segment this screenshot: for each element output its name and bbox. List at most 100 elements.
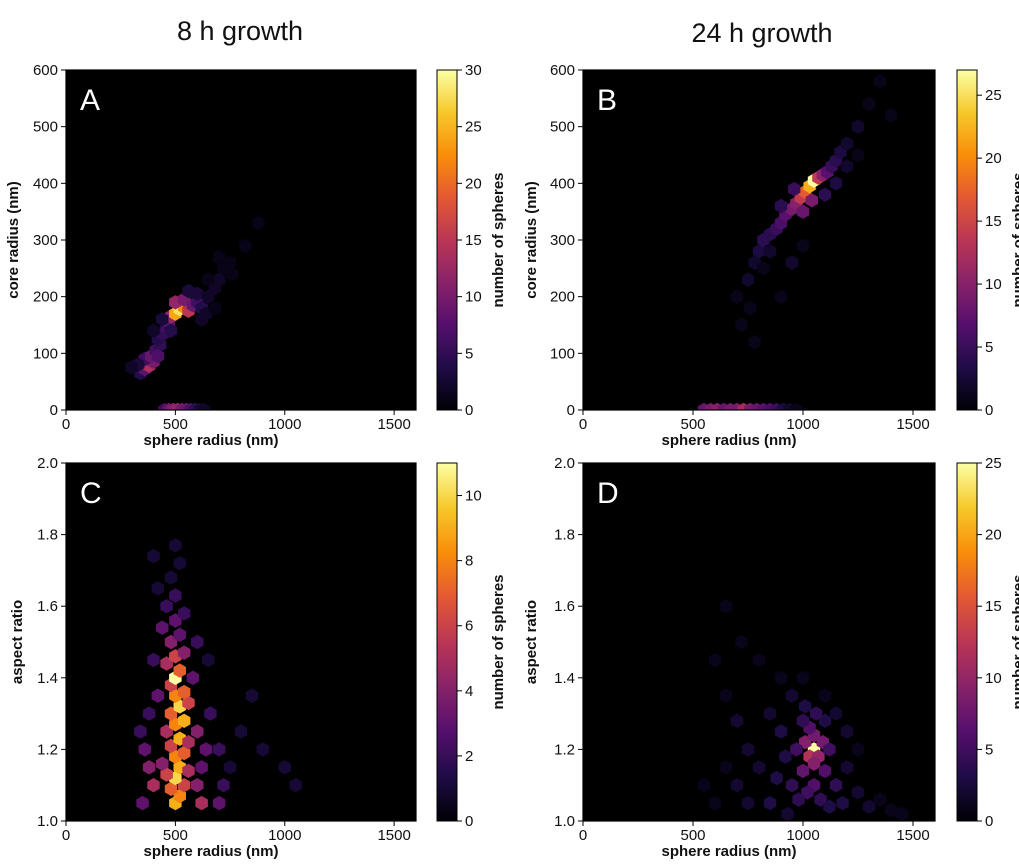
hex-cell — [191, 778, 204, 793]
colorbar-tick-label: 0 — [985, 813, 993, 830]
y-tick-label: 1.0 — [554, 813, 575, 830]
colorbar-tick-label: 0 — [465, 813, 473, 830]
y-tick-label: 200 — [33, 289, 58, 306]
hex-cell — [156, 312, 169, 327]
hex-cell — [197, 402, 210, 410]
y-tick-label: 1.6 — [37, 598, 58, 615]
y-tick-label: 1.2 — [554, 741, 575, 758]
colorbar-label: number of spheres — [490, 172, 507, 307]
hex-cell — [763, 795, 777, 811]
hex-cell — [697, 778, 711, 793]
y-tick-label: 2.0 — [554, 455, 575, 472]
x-tick-label: 500 — [680, 827, 705, 844]
y-tick-label: 1.8 — [554, 527, 575, 544]
colorbar-tick-label: 25 — [985, 87, 1002, 104]
column-title-8h: 8 h growth — [177, 16, 303, 46]
hex-cell — [796, 670, 810, 685]
hex-cell — [836, 795, 849, 811]
hex-cells — [134, 538, 302, 811]
x-tick-label: 1000 — [268, 416, 301, 433]
hex-cell — [770, 770, 783, 786]
panel-d: 0 500 1000 1500 1.0 1.2 1.4 1.6 1.8 2.0 sphere rad… — [523, 455, 1019, 860]
y-tick-label: 200 — [550, 289, 575, 306]
hex-cell — [138, 742, 151, 757]
hex-cell — [840, 159, 854, 174]
hex-cell — [719, 760, 733, 775]
x-tick-label: 1500 — [377, 827, 410, 844]
hex-cell — [792, 792, 805, 807]
colorbar-tick-label: 10 — [465, 289, 482, 306]
hex-cell — [199, 742, 213, 757]
y-tick-label: 1.2 — [37, 741, 58, 758]
hex-cell — [741, 795, 755, 811]
colorbar-tick-label: 8 — [465, 553, 473, 570]
colorbar-tick-label: 5 — [465, 345, 473, 362]
x-tick-label: 0 — [62, 827, 70, 844]
hex-cell — [217, 778, 230, 793]
hex-cell — [151, 349, 165, 364]
hex-cell — [823, 799, 836, 814]
x-axis-label: sphere radius (nm) — [661, 432, 796, 449]
hex-cell — [752, 244, 766, 259]
axis-frame — [582, 462, 936, 822]
hex-cell — [810, 706, 823, 721]
colorbar-tick-label: 25 — [465, 119, 482, 136]
hex-cell — [142, 760, 156, 775]
y-tick-label: 300 — [550, 232, 575, 249]
hex-cell — [223, 760, 237, 775]
hex-cell — [829, 706, 843, 721]
panel-letter: D — [597, 477, 619, 510]
colorbar — [436, 462, 458, 822]
y-axis-label: core radius (nm) — [5, 181, 22, 299]
x-tick-label: 1500 — [377, 416, 410, 433]
colorbar-tick-label: 5 — [985, 741, 993, 758]
colorbar-tick-label: 20 — [985, 527, 1002, 544]
hex-cell — [125, 360, 138, 375]
hex-cell — [774, 724, 788, 739]
hex-cell — [719, 688, 733, 703]
hex-cell — [840, 136, 854, 151]
colorbar-label: number of spheres — [490, 574, 507, 709]
hex-cell — [884, 803, 898, 818]
plot-area — [66, 463, 416, 821]
hex-cell — [741, 272, 755, 287]
hex-cell — [173, 627, 186, 642]
hex-cell — [208, 300, 221, 316]
hex-cell — [757, 261, 770, 276]
hex-cell — [851, 785, 865, 800]
hex-cell — [169, 538, 182, 553]
colorbar-tick-label: 15 — [985, 213, 1002, 230]
x-axis-label: sphere radius (nm) — [661, 843, 796, 860]
hex-cell — [234, 724, 248, 739]
hex-cell — [252, 215, 265, 231]
hex-cell — [136, 795, 149, 811]
panel-letter: C — [80, 477, 102, 510]
hex-cell — [790, 742, 803, 757]
hex-cell — [173, 663, 186, 678]
hex-cell — [169, 588, 182, 603]
hex-cell — [147, 652, 160, 668]
y-tick-label: 500 — [33, 119, 58, 136]
panel-c: 0 500 1000 1500 1.0 1.2 1.4 1.6 1.8 2.0 sphere rad… — [9, 455, 507, 860]
hex-cell — [790, 402, 803, 410]
hex-cell — [862, 799, 876, 814]
hex-cell — [191, 634, 204, 650]
hex-cell — [212, 249, 226, 265]
hex-cell — [763, 244, 777, 259]
y-tick-label: 1.4 — [37, 670, 58, 687]
y-tick-label: 500 — [550, 119, 575, 136]
hex-cell — [735, 634, 748, 650]
hex-cell — [818, 763, 832, 779]
hex-cell — [289, 778, 302, 793]
hex-cell — [142, 706, 156, 721]
hex-cell — [884, 108, 898, 123]
hex-cell — [818, 688, 832, 703]
hex-cell — [182, 735, 195, 750]
hex-cell — [796, 238, 810, 253]
colorbar — [956, 462, 978, 822]
hex-cell — [785, 688, 799, 703]
y-tick-label: 1.4 — [554, 670, 575, 687]
hex-cell — [774, 198, 788, 214]
